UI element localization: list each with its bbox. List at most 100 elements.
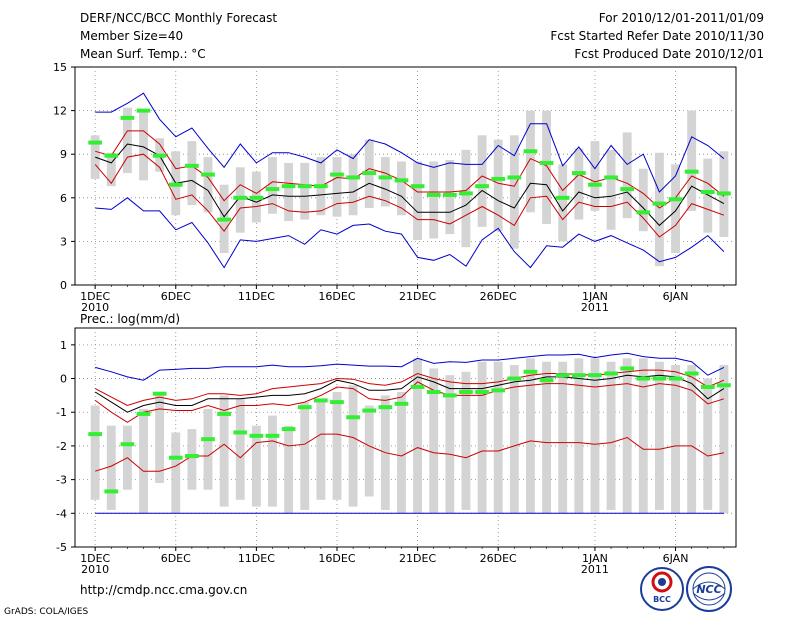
observation-bar <box>620 366 635 371</box>
ensemble-box <box>90 135 100 179</box>
observation-bar <box>507 175 522 180</box>
observation-bar <box>491 388 506 393</box>
x-tick-label: 6DEC <box>161 290 191 303</box>
observation-bar <box>684 371 699 376</box>
observation-bar <box>265 433 280 438</box>
variable-label-temp: Mean Surf. Temp.: °C <box>80 47 206 61</box>
ensemble-box <box>139 109 148 181</box>
observation-bar <box>297 184 312 189</box>
observation-bar <box>104 489 119 494</box>
observation-bar <box>539 160 554 165</box>
observation-bar <box>249 433 264 438</box>
observation-bar <box>475 184 489 189</box>
observation-bar <box>378 175 393 180</box>
observation-bar <box>523 149 538 154</box>
x-tick-label: 11DEC <box>238 290 275 303</box>
ensemble-box <box>106 425 116 510</box>
website-url[interactable]: http://cmdp.ncc.cma.gov.cn <box>80 583 247 597</box>
observation-bar <box>459 390 473 395</box>
observation-bar <box>378 405 393 410</box>
ensemble-box <box>139 408 148 514</box>
ensemble-box <box>445 160 455 235</box>
ensemble-box <box>284 162 294 222</box>
ncc-logo-text: NCC <box>696 583 721 596</box>
ensemble-box <box>380 157 390 207</box>
observation-bar <box>426 192 441 197</box>
ensemble-box <box>526 110 535 213</box>
observation-bar <box>668 197 683 202</box>
x-tick-label: 1DEC <box>80 552 110 565</box>
observation-bar <box>346 175 360 180</box>
observation-bar <box>185 454 199 459</box>
ensemble-box <box>300 402 310 510</box>
x-tick-label: 21DEC <box>399 552 436 565</box>
observation-bar <box>700 189 715 194</box>
ensemble-box <box>122 107 132 174</box>
ensemble-box <box>203 157 213 213</box>
observation-bar <box>588 373 602 378</box>
ensemble-box <box>364 405 374 497</box>
ncc-logo: NCC <box>686 566 732 612</box>
observation-bar <box>394 178 409 183</box>
observation-bar <box>88 140 103 145</box>
ensemble-box <box>493 361 503 514</box>
variable-label-prec: Prec.: log(mm/d) <box>80 312 180 326</box>
ensemble-box <box>187 429 197 490</box>
ensemble-box <box>413 358 423 514</box>
ensemble-box <box>171 432 181 514</box>
y-tick-label: 0 <box>60 373 67 386</box>
observation-bar <box>604 371 618 376</box>
observation-bar <box>120 115 135 120</box>
observation-bar <box>636 376 651 381</box>
ensemble-box <box>332 392 342 500</box>
ensemble-box <box>461 149 471 248</box>
y-tick-label: -5 <box>56 541 67 554</box>
y-tick-label: 0 <box>60 279 67 292</box>
ensemble-box <box>606 149 616 230</box>
bcc-logo-text: BCC <box>653 595 671 604</box>
observation-bar <box>362 171 377 176</box>
observation-bar <box>636 210 651 215</box>
ensemble-box <box>654 152 664 267</box>
ensemble-box <box>477 135 487 227</box>
x-tick-label: 6JAN <box>663 552 689 565</box>
ensemble-box <box>251 425 261 507</box>
observation-bar <box>233 195 248 200</box>
x-tick-label: 21DEC <box>399 290 436 303</box>
x-tick-year-label: 2010 <box>81 301 109 314</box>
observation-bar <box>652 376 667 381</box>
observation-bar <box>88 432 103 437</box>
ensemble-box <box>558 361 568 514</box>
bcc-logo: BCC <box>640 567 684 611</box>
grads-credit: GrADS: COLA/IGES <box>4 607 88 617</box>
observation-bar <box>201 437 215 442</box>
min-line <box>95 197 725 269</box>
x-tick-label: 1DEC <box>80 290 110 303</box>
max-line <box>95 92 725 193</box>
observation-bar <box>233 430 248 435</box>
observation-bar <box>652 201 667 206</box>
x-tick-label: 26DEC <box>480 290 517 303</box>
x-tick-label: 6JAN <box>663 290 689 303</box>
ensemble-box <box>622 358 632 514</box>
p10-line <box>94 153 725 238</box>
observation-bar <box>539 378 554 383</box>
ensemble-box <box>268 157 277 214</box>
ensemble-box <box>300 162 310 220</box>
ensemble-box <box>493 139 503 232</box>
ensemble-box <box>429 368 439 514</box>
observation-bar <box>684 169 699 174</box>
ensemble-box <box>638 358 648 514</box>
observation-bar <box>588 182 602 187</box>
ensemble-box <box>558 164 568 242</box>
ensemble-box <box>606 361 616 510</box>
ensemble-box <box>590 358 600 514</box>
y-tick-label: 9 <box>60 148 67 161</box>
observation-bar <box>249 195 264 200</box>
ensemble-box <box>590 141 600 211</box>
observation-bar <box>394 401 409 406</box>
y-tick-label: 15 <box>53 61 67 74</box>
